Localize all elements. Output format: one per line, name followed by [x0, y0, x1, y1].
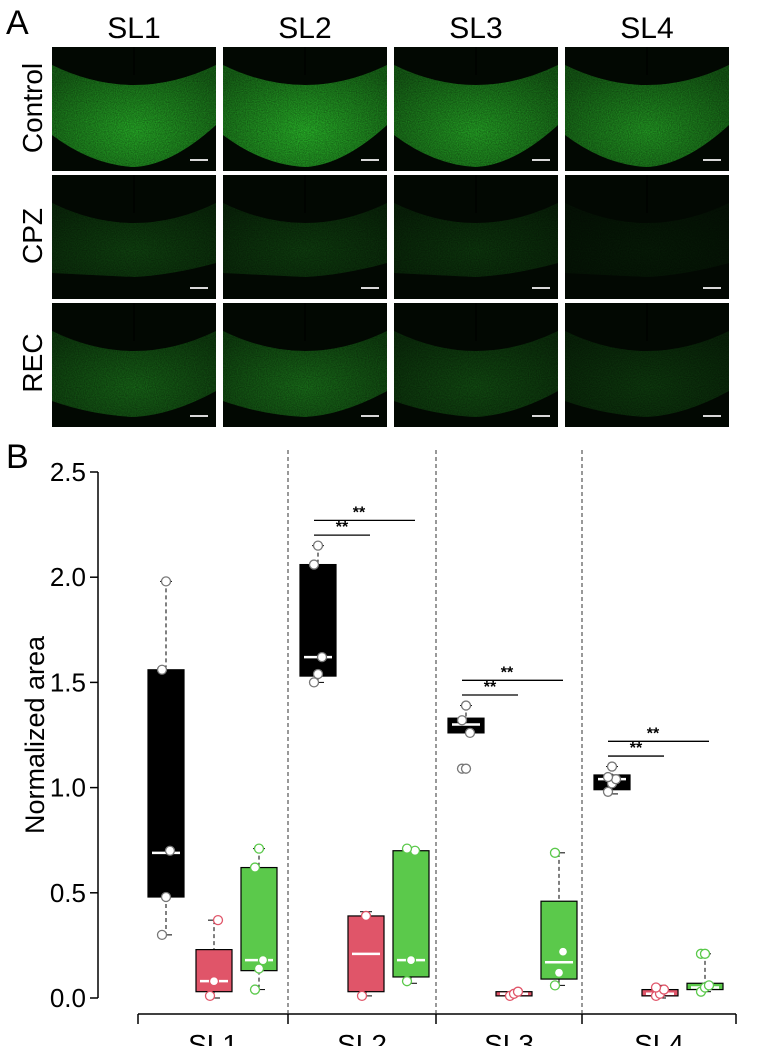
x-tick-label: SL2 — [337, 1029, 387, 1046]
data-point — [512, 986, 524, 997]
column-label-sl3: SL3 — [449, 12, 503, 45]
box-sl3-2 — [540, 900, 578, 980]
row-label-rec: REC — [17, 333, 48, 393]
column-label-sl1: SL1 — [107, 12, 161, 45]
scale-bar — [703, 287, 721, 289]
data-point — [204, 990, 216, 1002]
data-point — [553, 967, 565, 978]
data-point — [401, 843, 413, 854]
micrograph-cpz-sl3 — [394, 175, 558, 299]
significance-label: ** — [484, 679, 497, 696]
y-tick-label: 1.5 — [50, 667, 86, 697]
data-point — [312, 540, 324, 551]
scale-bar — [532, 415, 550, 417]
row-label-control: Control — [17, 62, 48, 154]
x-tick-label: SL1 — [188, 1029, 238, 1046]
scale-bar — [190, 159, 208, 161]
data-point — [549, 847, 561, 858]
data-point — [160, 891, 172, 903]
data-point — [356, 990, 368, 1002]
significance-label: ** — [501, 664, 514, 681]
micrograph-rec-sl4 — [565, 303, 729, 427]
data-point — [460, 763, 472, 774]
data-point — [316, 652, 328, 663]
significance-label: ** — [630, 740, 643, 757]
data-point — [602, 771, 614, 783]
box-sl1-2 — [240, 866, 278, 972]
panel-a-letter: A — [6, 4, 29, 42]
data-point — [212, 915, 224, 926]
data-point — [253, 963, 265, 974]
micrograph-control-sl1 — [52, 47, 216, 171]
data-point — [308, 677, 320, 688]
data-point — [650, 982, 662, 993]
x-tick-label: SL3 — [484, 1029, 534, 1046]
data-point — [703, 980, 715, 991]
data-point — [312, 668, 324, 680]
micrograph-rec-sl1 — [52, 303, 216, 427]
micrograph-control-sl2 — [223, 47, 387, 171]
scale-bar — [532, 287, 550, 289]
data-point — [156, 664, 168, 675]
column-label-sl2: SL2 — [278, 12, 332, 45]
data-point — [460, 700, 472, 711]
data-point — [549, 980, 561, 991]
micrograph-rec-sl3 — [394, 303, 558, 427]
data-point — [360, 910, 372, 922]
data-point — [164, 845, 176, 856]
box-sl1-0 — [147, 669, 185, 898]
micrograph-cpz-sl2 — [223, 175, 387, 299]
micrograph-control-sl3 — [394, 47, 558, 171]
scale-bar — [361, 159, 379, 161]
data-point — [699, 948, 711, 959]
y-tick-label: 2.0 — [50, 562, 86, 592]
data-point — [257, 954, 269, 966]
column-label-sl4: SL4 — [620, 12, 674, 45]
y-tick-label: 1.0 — [50, 773, 86, 803]
data-point — [557, 946, 569, 957]
micrograph-rec-sl2 — [223, 303, 387, 427]
significance-label: ** — [647, 725, 660, 742]
data-point — [405, 954, 417, 966]
x-tick-label: SL4 — [634, 1029, 684, 1046]
micrograph-control-sl4 — [565, 47, 729, 171]
scale-bar — [190, 287, 208, 289]
panel-b-letter: B — [6, 438, 29, 476]
data-point — [602, 786, 614, 797]
data-point — [249, 862, 261, 873]
y-tick-label: 2.5 — [50, 457, 86, 487]
data-point — [253, 843, 265, 854]
scale-bar — [361, 415, 379, 417]
scale-bar — [190, 415, 208, 417]
data-point — [208, 976, 220, 987]
data-point — [464, 727, 476, 739]
significance-label: ** — [336, 519, 349, 536]
scale-bar — [361, 287, 379, 289]
y-axis-label: Normalized area — [20, 635, 50, 834]
y-tick-label: 0.5 — [50, 878, 86, 908]
data-point — [401, 976, 413, 987]
data-point — [249, 984, 261, 995]
y-tick-label: 0.0 — [50, 983, 86, 1013]
data-point — [456, 715, 468, 726]
significance-label: ** — [353, 504, 366, 521]
box-plot-chart: 0.0 0.5 1.0 1.5 2.0 2.5 Normalized area SL1 SL2 S… — [20, 450, 737, 1046]
data-point — [308, 559, 320, 570]
data-point — [156, 929, 168, 941]
micrograph-cpz-sl4 — [565, 175, 729, 299]
scale-bar — [532, 159, 550, 161]
scale-bar — [703, 415, 721, 417]
scale-bar — [703, 159, 721, 161]
data-point — [606, 761, 618, 772]
data-point — [160, 576, 172, 587]
row-label-cpz: CPZ — [17, 208, 48, 264]
micrograph-cpz-sl1 — [52, 175, 216, 299]
